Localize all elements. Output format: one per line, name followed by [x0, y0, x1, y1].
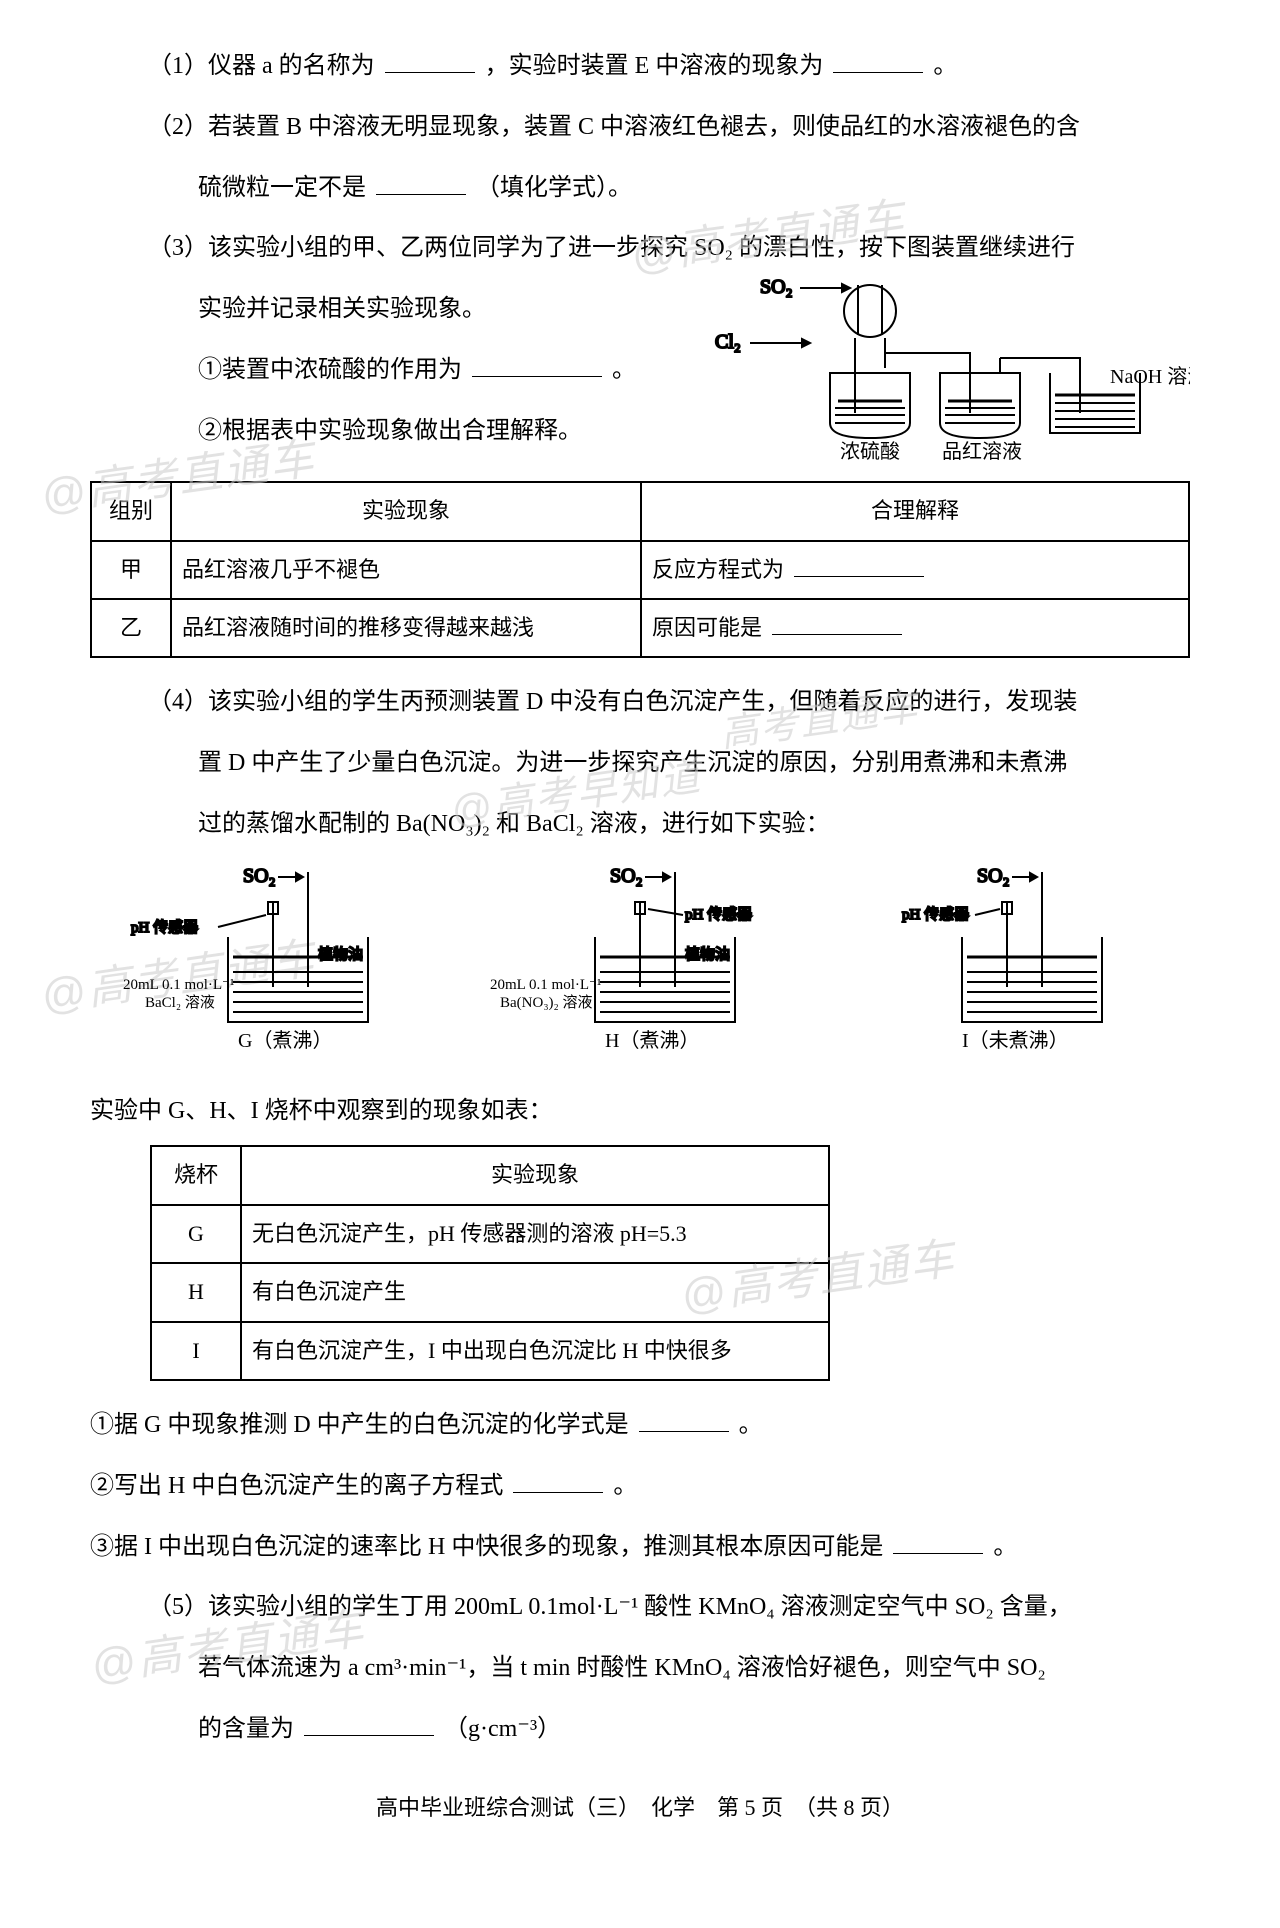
beaker-g: SO₂ pH 传感器 植物油 20mL 0.1 mol·L⁻¹ BaCl₂ 溶液… — [123, 867, 423, 1077]
i-caption: I（未煮沸） — [962, 1029, 1069, 1052]
q4-line3: 过的蒸馏水配制的 Ba(NO₃)₂ 和 BaCl₂ 溶液，进行如下实验： — [90, 798, 1190, 851]
blank — [833, 51, 923, 73]
q2-text-b: （填化学式）。 — [476, 175, 632, 201]
page-footer: 高中毕业班综合测试（三） 化学 第 5 页 （共 8 页） — [90, 1784, 1190, 1832]
q3-sub1-a: ①装置中浓硫酸的作用为 — [198, 357, 462, 383]
g-caption: G（煮沸） — [238, 1029, 332, 1052]
sol1: 20mL 0.1 mol·L⁻¹ — [123, 977, 234, 993]
blank — [893, 1532, 983, 1554]
q4-line2: 置 D 中产生了少量白色沉淀。为进一步探究产生沉淀的原因，分别用煮沸和未煮沸 — [90, 737, 1190, 790]
blank — [513, 1471, 603, 1493]
q4s3b: 。 — [993, 1534, 1017, 1560]
h-caption: H（煮沸） — [605, 1029, 699, 1052]
so2-label: SO₂ — [610, 867, 643, 887]
q2-line1: （2）若装置 B 中溶液无明显现象，装置 C 中溶液红色褪去，则使品红的水溶液褪… — [90, 101, 1190, 154]
th-beaker: 烧杯 — [151, 1146, 241, 1204]
row-h: H — [151, 1263, 241, 1321]
q3-line1: （3）该实验小组的甲、乙两位同学为了进一步探究 SO₂ 的漂白性，按下图装置继续… — [90, 222, 1190, 275]
sol2: BaCl₂ 溶液 — [145, 994, 215, 1011]
q1-line: （1）仪器 a 的名称为 ，实验时装置 E 中溶液的现象为 。 — [90, 40, 1190, 93]
table-cell: 无白色沉淀产生，pH 传感器测的溶液 pH=5.3 — [241, 1205, 829, 1263]
q5-line1: （5）该实验小组的学生丁用 200mL 0.1mol·L⁻¹ 酸性 KMnO₄ … — [90, 1581, 1190, 1634]
observation-table: 烧杯 实验现象 G 无白色沉淀产生，pH 传感器测的溶液 pH=5.3 H 有白… — [150, 1145, 830, 1381]
sol1: 20mL 0.1 mol·L⁻¹ — [490, 977, 601, 993]
table-cell: 品红溶液随时间的推移变得越来越浅 — [171, 599, 641, 657]
q4s2b: 。 — [613, 1473, 637, 1499]
beaker-row: SO₂ pH 传感器 植物油 20mL 0.1 mol·L⁻¹ BaCl₂ 溶液… — [90, 867, 1190, 1077]
blank — [376, 173, 466, 195]
so2-label: SO₂ — [760, 276, 793, 298]
so2-label: SO₂ — [977, 867, 1010, 887]
q2-text-a: 硫微粒一定不是 — [198, 175, 366, 201]
beaker-h: SO₂ pH 传感器 植物油 20mL 0.1 mol·L⁻¹ Ba(NO₃)₂… — [490, 867, 790, 1077]
so2-label: SO₂ — [243, 867, 276, 887]
q4s1b: 。 — [739, 1412, 763, 1438]
q4-line1: （4）该实验小组的学生丙预测装置 D 中没有白色沉淀产生，但随着反应的进行，发现… — [90, 676, 1190, 729]
q4s2a: ②写出 H 中白色沉淀产生的离子方程式 — [90, 1473, 503, 1499]
blank — [639, 1410, 729, 1432]
q5-line2: 若气体流速为 a cm³·min⁻¹，当 t min 时酸性 KMnO₄ 溶液恰… — [90, 1642, 1190, 1695]
cell-text: 反应方程式为 — [652, 557, 784, 582]
label-acid: 浓硫酸 — [840, 440, 900, 463]
blank — [304, 1714, 434, 1736]
ph-label: pH 传感器 — [685, 906, 752, 923]
table-cell: 有白色沉淀产生 — [241, 1263, 829, 1321]
q1-text-b: ，实验时装置 E 中溶液的现象为 — [485, 53, 824, 79]
blank — [794, 557, 924, 577]
q4-sub1: ①据 G 中现象推测 D 中产生的白色沉淀的化学式是 。 — [90, 1399, 1190, 1452]
blank — [772, 615, 902, 635]
table-row-yi: 乙 — [91, 599, 171, 657]
ph-label: pH 传感器 — [902, 906, 969, 923]
blank — [472, 355, 602, 377]
table-cell: 品红溶液几乎不褪色 — [171, 541, 641, 599]
q4s1a: ①据 G 中现象推测 D 中产生的白色沉淀的化学式是 — [90, 1412, 629, 1438]
q5-3b: （g·cm⁻³） — [444, 1716, 561, 1742]
oil-label: 植物油 — [685, 946, 730, 963]
table-cell: 反应方程式为 — [641, 541, 1189, 599]
q5-line3: 的含量为 （g·cm⁻³） — [90, 1703, 1190, 1756]
th-explain: 合理解释 — [641, 482, 1189, 540]
q2-line2: 硫微粒一定不是 （填化学式）。 — [90, 162, 1190, 215]
ph-label: pH 传感器 — [131, 919, 198, 936]
row-g: G — [151, 1205, 241, 1263]
table-cell: 原因可能是 — [641, 599, 1189, 657]
q3-diagram: SO₂ Cl₂ — [710, 273, 1190, 473]
explanation-table: 组别 实验现象 合理解释 甲 品红溶液几乎不褪色 反应方程式为 乙 品红溶液随时… — [90, 481, 1190, 658]
cell-text: 原因可能是 — [652, 615, 762, 640]
blank — [385, 51, 475, 73]
oil-label: 植物油 — [318, 946, 363, 963]
q3-sub1-b: 。 — [612, 357, 636, 383]
label-naoh: NaOH 溶液 — [1110, 365, 1190, 388]
table-cell: 有白色沉淀产生，I 中出现白色沉淀比 H 中快很多 — [241, 1322, 829, 1380]
th-group: 组别 — [91, 482, 171, 540]
q4-sub2: ②写出 H 中白色沉淀产生的离子方程式 。 — [90, 1460, 1190, 1513]
th-phenomenon: 实验现象 — [171, 482, 641, 540]
table-row-jia: 甲 — [91, 541, 171, 599]
label-pinhong: 品红溶液 — [942, 440, 1022, 463]
q1-text-a: （1）仪器 a 的名称为 — [148, 53, 375, 79]
q4-obs: 实验中 G、H、I 烧杯中观察到的现象如表： — [90, 1085, 1190, 1138]
beaker-i: SO₂ pH 传感器 I（未煮沸） — [857, 867, 1157, 1077]
q1-text-c: 。 — [933, 53, 957, 79]
cl2-label: Cl₂ — [715, 331, 741, 353]
row-i: I — [151, 1322, 241, 1380]
q4s3a: ③据 I 中出现白色沉淀的速率比 H 中快很多的现象，推测其根本原因可能是 — [90, 1534, 883, 1560]
sol2: Ba(NO₃)₂ 溶液 — [500, 994, 593, 1011]
q4-sub3: ③据 I 中出现白色沉淀的速率比 H 中快很多的现象，推测其根本原因可能是 。 — [90, 1521, 1190, 1574]
th-phenom: 实验现象 — [241, 1146, 829, 1204]
q5-3a: 的含量为 — [198, 1716, 294, 1742]
